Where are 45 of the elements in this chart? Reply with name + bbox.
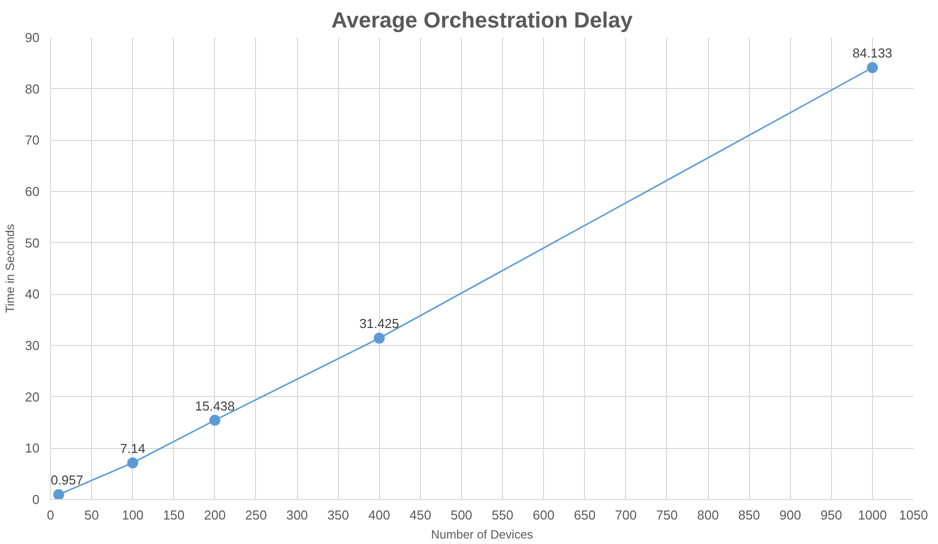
point — [866, 62, 878, 74]
data-label: 31.425 — [359, 316, 400, 332]
x-tick-label: 350 — [327, 508, 350, 522]
x-tick-label: 800 — [697, 508, 719, 522]
x-axis-title: Number of Devices — [430, 528, 534, 542]
y-tick-label: 30 — [25, 338, 40, 353]
point — [127, 457, 138, 468]
y-tick-label: 40 — [25, 286, 40, 302]
x-tick-label: 900 — [779, 508, 802, 522]
data-label: 0.957 — [50, 472, 84, 488]
x-tick-label: 500 — [450, 508, 472, 522]
x-tick-label: 200 — [204, 508, 226, 522]
x-tick-label: 400 — [368, 508, 390, 522]
y-tick-label: 80 — [25, 81, 40, 96]
x-tick-label: 950 — [820, 508, 842, 522]
x-tick-label: 750 — [656, 508, 678, 522]
y-tick-label: 0 — [32, 492, 40, 507]
x-tick-label: 1050 — [899, 508, 928, 522]
x-tick-label: 150 — [162, 508, 185, 522]
x-tick-label: 1000 — [858, 508, 887, 522]
y-tick-label: 60 — [25, 184, 40, 199]
x-tick-label: 450 — [410, 508, 432, 522]
data-label: 84.133 — [852, 46, 892, 61]
x-tick-label: 700 — [614, 508, 637, 522]
y-axis-title: Time in Seconds — [3, 224, 18, 313]
point — [209, 414, 220, 426]
y-tick-label: 20 — [25, 389, 40, 404]
data-label: 7.14 — [120, 440, 146, 456]
data-label: 15.438 — [195, 398, 235, 414]
y-tick-label: 70 — [25, 132, 40, 148]
x-tick-label: 650 — [574, 508, 596, 522]
x-tick-label: 850 — [738, 508, 760, 522]
chart-title: Average Orchestration Delay — [331, 8, 634, 32]
point — [374, 332, 385, 344]
x-tick-label: 100 — [122, 508, 144, 522]
x-tick-label: 300 — [286, 508, 308, 522]
y-tick-label: 90 — [25, 30, 40, 45]
x-tick-label: 250 — [245, 508, 267, 522]
x-tick-label: 550 — [492, 508, 514, 522]
x-tick-label: 50 — [84, 508, 99, 522]
point — [53, 489, 64, 500]
y-tick-label: 10 — [25, 440, 40, 456]
x-tick-label: 0 — [46, 508, 54, 522]
x-tick-label: 600 — [532, 508, 554, 522]
y-tick-label: 50 — [25, 235, 40, 250]
